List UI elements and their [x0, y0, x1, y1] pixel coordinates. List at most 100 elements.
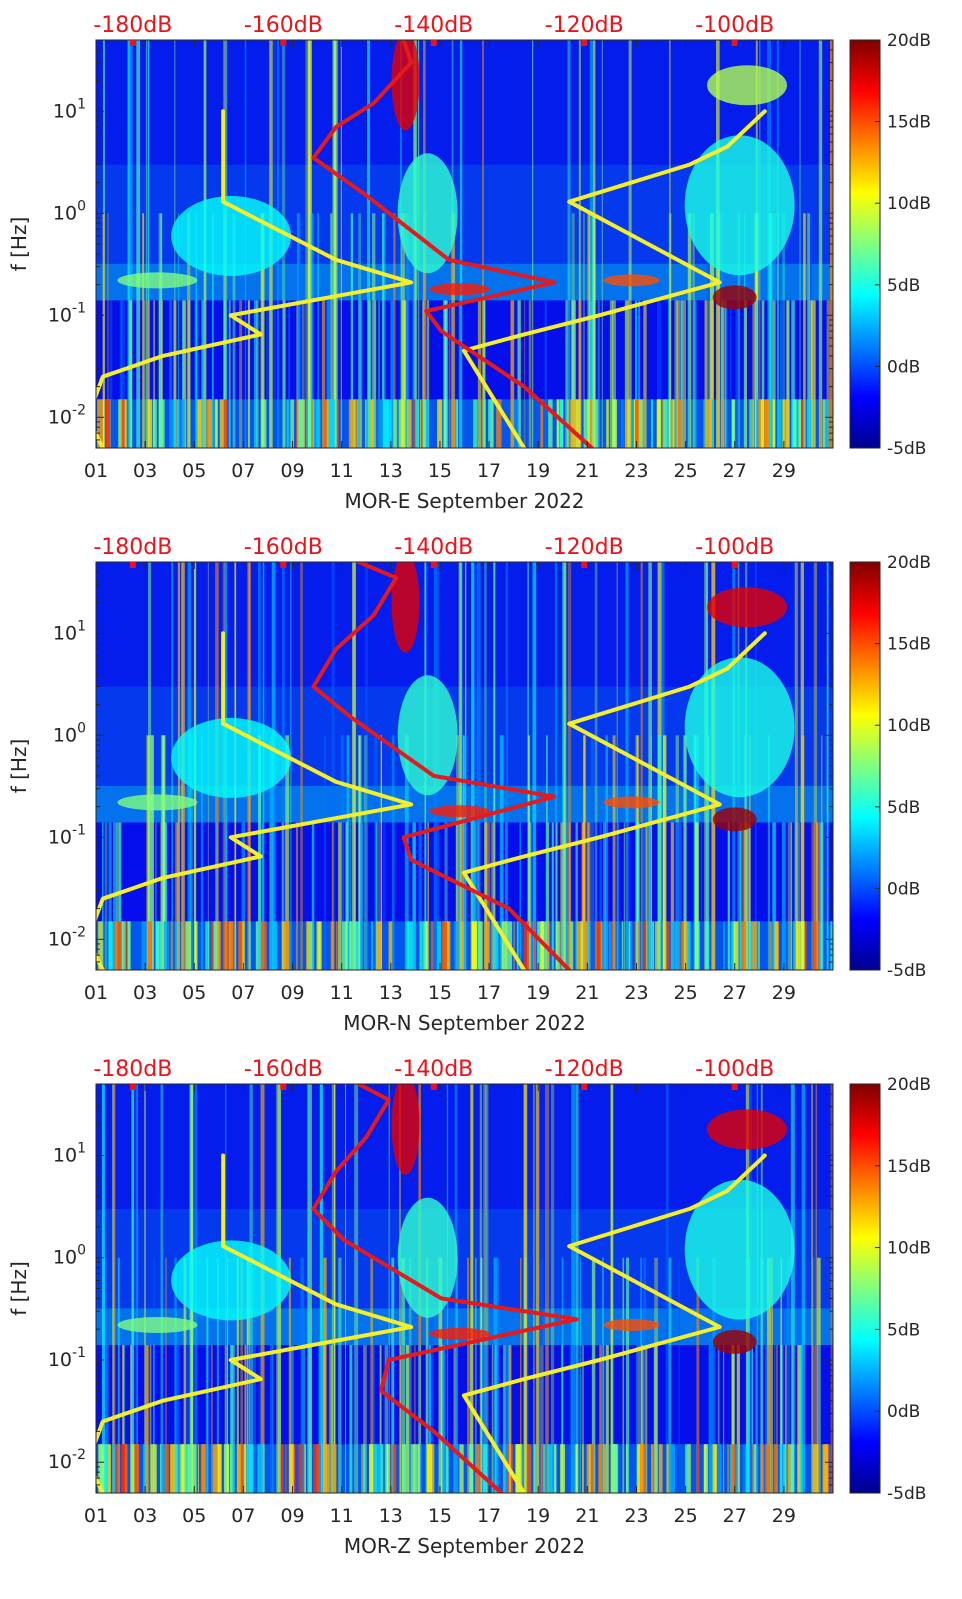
heatmap-cell [575, 1444, 578, 1493]
heatmap-streak [288, 300, 290, 448]
colorbar-tick-label: 0dB [887, 1402, 920, 1422]
heatmap-streak [127, 40, 130, 448]
top-tick-label: -100dB [695, 535, 774, 560]
heatmap-streak [723, 300, 727, 448]
heatmap-streak [779, 300, 782, 448]
heatmap-cell [742, 1444, 747, 1493]
heatmap-streak [332, 40, 336, 448]
heatmap-streak [455, 822, 459, 970]
heatmap-cell [364, 399, 367, 448]
heatmap-streak [781, 822, 786, 970]
x-axis-label: MOR-Z September 2022 [344, 1534, 585, 1558]
heatmap-streak [813, 562, 818, 970]
heatmap-cell [654, 921, 661, 970]
heatmap-streak [300, 1257, 304, 1493]
heatmap-streak [645, 822, 647, 970]
heatmap-streak [411, 213, 415, 448]
heatmap-streak [811, 822, 815, 970]
heatmap-streak [708, 735, 710, 970]
heatmap-streak [147, 735, 151, 970]
heatmap-streak [162, 735, 166, 970]
heatmap-blob [429, 805, 490, 818]
heatmap-cell [782, 921, 787, 970]
heatmap-streak [774, 1345, 776, 1493]
heatmap-streak [815, 1084, 817, 1493]
heatmap-streak [524, 1257, 526, 1493]
heatmap-streak [535, 1084, 540, 1493]
heatmap-streak [648, 822, 651, 970]
heatmap-streak [605, 1345, 608, 1493]
heatmap-streak [606, 1345, 609, 1493]
heatmap-cell [792, 399, 798, 448]
heatmap-cell [456, 399, 459, 448]
high-noise-model-curve [461, 631, 767, 970]
heatmap-cell [760, 1444, 762, 1493]
heatmap-cell [732, 1444, 736, 1493]
heatmap-streak [601, 40, 603, 448]
heatmap-cell [671, 921, 676, 970]
heatmap-streak [794, 562, 798, 970]
heatmap-streak [737, 213, 741, 448]
heatmap-streak [382, 213, 385, 448]
heatmap-streak [546, 1345, 548, 1493]
spectrogram-heatmap [96, 562, 833, 970]
heatmap-cell [698, 921, 700, 970]
heatmap-streak [401, 213, 405, 448]
heatmap-cell [800, 399, 804, 448]
heatmap-cell [171, 1444, 174, 1493]
heatmap-streak [107, 213, 109, 448]
heatmap-streak [797, 1345, 800, 1493]
heatmap-cell [173, 399, 177, 448]
heatmap-cell [611, 921, 614, 970]
heatmap-cell [597, 921, 601, 970]
heatmap-streak [380, 735, 382, 970]
heatmap-streak [377, 300, 381, 448]
top-tick-mark [280, 1084, 287, 1090]
psd-curve [311, 562, 572, 970]
heatmap-cell [741, 921, 747, 970]
heatmap-cell [680, 921, 685, 970]
heatmap-cell [425, 921, 428, 970]
heatmap-streak [244, 1345, 247, 1493]
heatmap-streak [589, 40, 594, 448]
heatmap-cell [109, 1444, 112, 1493]
x-axis-label: MOR-N September 2022 [343, 1011, 585, 1035]
heatmap-cell [237, 1444, 241, 1493]
heatmap-cell [223, 921, 230, 970]
heatmap-band [96, 1084, 833, 1209]
heatmap-cell [161, 1444, 166, 1493]
x-tick-label: 11 [330, 460, 354, 482]
heatmap-streak [375, 822, 378, 970]
x-tick-label: 23 [624, 1505, 648, 1527]
heatmap-streak [617, 822, 620, 970]
spectrogram-heatmap [96, 1084, 833, 1493]
heatmap-streak [363, 1345, 367, 1493]
heatmap-streak [612, 735, 616, 970]
heatmap-cell [175, 921, 178, 970]
heatmap-streak [484, 562, 487, 970]
top-axis: -180dB -160dB -140dB -120dB -100dB [93, 1057, 774, 1090]
heatmap-blob [117, 272, 198, 289]
heatmap-streak [400, 40, 402, 448]
y-tick-label: 101 [53, 1140, 86, 1166]
heatmap-cell [214, 399, 218, 448]
heatmap-cell [445, 1444, 449, 1493]
heatmap-streak [391, 735, 395, 970]
heatmap-streak [457, 822, 460, 970]
x-tick-label: 01 [84, 460, 108, 482]
y-tick-label: 101 [53, 96, 86, 122]
x-tick-label: 19 [526, 982, 550, 1004]
heatmap-streak [782, 1257, 784, 1493]
heatmap-streak [454, 1084, 458, 1493]
heatmap-streak [643, 1257, 647, 1493]
heatmap-streak [134, 1084, 139, 1493]
heatmap-streak [826, 300, 830, 448]
x-tick-label: 25 [674, 982, 698, 1004]
heatmap-streak [465, 735, 469, 970]
heatmap-streak [328, 1345, 333, 1493]
heatmap-cell [105, 399, 111, 448]
heatmap-streak [260, 213, 263, 448]
heatmap-cell [735, 1444, 739, 1493]
x-axis: 01 03 05 07 09 11 13 15 17 19 21 23 25 27 29 MOR-Z Sept… [84, 1084, 796, 1558]
heatmap-cell [643, 921, 647, 970]
